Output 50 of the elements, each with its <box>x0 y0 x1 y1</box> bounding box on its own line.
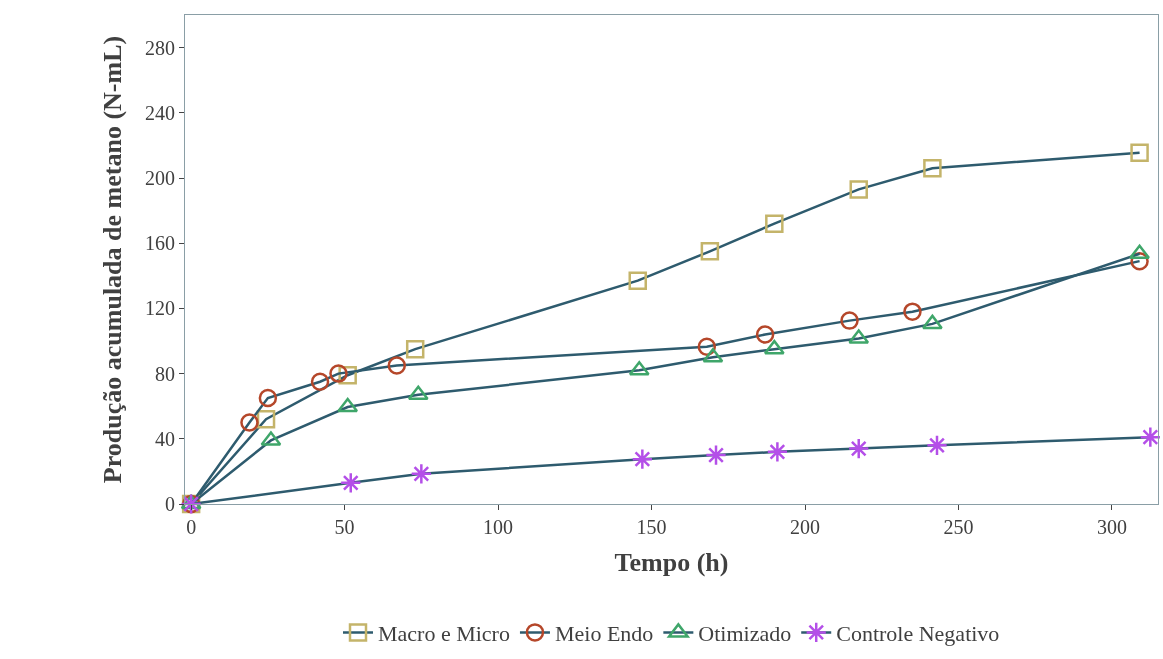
point <box>256 409 276 429</box>
point <box>705 444 727 466</box>
x-tick-label: 0 <box>186 516 197 538</box>
point <box>258 388 278 408</box>
y-tick-label: 240 <box>145 101 175 124</box>
y-axis-title: Produção acumulada de metano (N-mL) <box>98 35 128 484</box>
point <box>405 339 425 359</box>
legend-label: Controle Negativo <box>836 620 1000 646</box>
point <box>1139 426 1162 449</box>
y-tick-label: 40 <box>155 427 175 450</box>
point <box>840 311 859 330</box>
y-tick-label: 0 <box>165 493 175 515</box>
point <box>410 463 433 485</box>
x-tick-label: 250 <box>943 516 974 538</box>
y-tick-label: 80 <box>155 362 175 385</box>
y-tick-label: 120 <box>145 297 175 320</box>
point <box>387 356 407 375</box>
point <box>700 242 720 261</box>
point <box>763 339 785 355</box>
point <box>923 158 942 178</box>
point <box>310 372 330 391</box>
point <box>766 440 789 463</box>
point <box>1129 244 1151 260</box>
point <box>240 413 259 432</box>
point <box>337 397 359 413</box>
y-tick-label: 280 <box>145 36 175 59</box>
point <box>755 325 775 344</box>
x-tick-label: 300 <box>1096 516 1127 538</box>
point <box>849 180 868 199</box>
point <box>765 214 784 233</box>
point <box>628 271 647 290</box>
x-tick-label: 50 <box>334 516 355 538</box>
y-tick-label: 160 <box>145 232 175 255</box>
point <box>407 385 429 401</box>
point <box>903 302 922 321</box>
point <box>631 448 654 471</box>
point <box>339 471 362 494</box>
x-tick-label: 200 <box>790 516 821 538</box>
x-tick-label: 150 <box>636 516 667 538</box>
point <box>921 314 943 330</box>
legend-label: Meio Endo <box>554 620 654 646</box>
point <box>847 437 870 460</box>
y-tick-label: 200 <box>145 167 175 189</box>
point <box>1130 143 1149 162</box>
legend-label: Otimizado <box>698 620 792 646</box>
point <box>926 434 948 457</box>
point <box>329 364 348 383</box>
x-axis-title: Tempo (h) <box>614 547 729 577</box>
legend-label: Macro e Micro <box>378 620 510 646</box>
x-tick-label: 100 <box>483 516 514 538</box>
